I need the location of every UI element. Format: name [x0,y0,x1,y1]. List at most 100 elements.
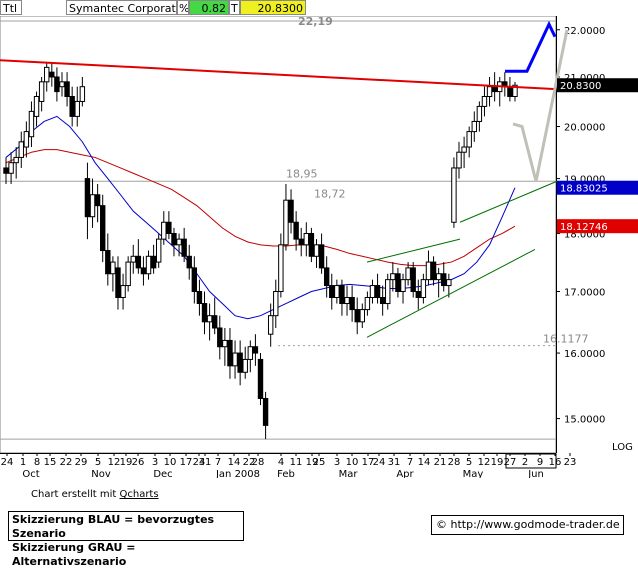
candle-body [166,221,172,234]
candle-body [242,358,248,373]
chart-credit: Chart erstellt mit Qcharts [31,489,159,500]
channel-upper-line [459,180,558,223]
x-tick-label: 1 [20,457,26,468]
level-label: 16.1177 [543,333,589,346]
candle-body [329,285,335,299]
candle-body [84,178,91,218]
candle-body [369,285,376,299]
x-tick-label: 16 [549,457,562,468]
candle-body [100,205,106,252]
price-label-text: 18.12746 [560,222,608,233]
t-label: T [229,0,240,15]
candle [369,279,376,304]
channel-lower-line [366,248,536,338]
pct-change-value: 0.82 [189,0,229,15]
price-label-box [557,78,638,93]
candle-body [211,315,218,329]
price-label-box [557,180,638,195]
x-tick-label: 26 [132,457,145,468]
candle-body [176,238,182,246]
candle [79,76,86,107]
candle [84,162,91,240]
candle-body [227,339,233,367]
x-tick-label: 29 [75,457,88,468]
candle [8,152,14,184]
candle-body [13,156,19,164]
company-name: Symantec Corporation [66,0,177,15]
candle [435,267,442,298]
candle-body [161,221,167,240]
candle-body [201,303,208,323]
candle-body [507,86,513,98]
candle [156,233,162,268]
candle-body [405,267,411,281]
pct-label: % [177,0,189,15]
candle [354,297,360,335]
candle-body [69,96,75,117]
qcharts-link[interactable]: Qcharts [119,489,159,500]
candle-body [400,279,406,293]
candle-body [293,221,299,240]
candle [64,72,70,107]
x-month-label: Nov [91,469,111,478]
candle [359,303,366,328]
candle [217,315,223,360]
candle [379,285,386,316]
candle-body [410,267,416,293]
candle-body [257,358,264,399]
candle-body [318,244,325,269]
x-tick-label: 23 [564,457,577,468]
candle-body [359,309,366,323]
candle-body [252,346,259,354]
candle [28,101,35,148]
candle [267,303,274,347]
candle [201,291,208,335]
candle-body [206,315,213,323]
candle-body [54,76,60,93]
y-tick-label: 19.0000 [564,175,605,186]
x-tick-label: 5 [466,457,472,468]
x-tick-label: 3 [152,457,158,468]
x-tick-label: 10 [164,457,177,468]
candle-body [181,238,187,257]
candle-body [186,255,192,269]
copyright-icon: © [436,518,447,531]
x-tick-label: 25 [313,457,326,468]
symbol-field[interactable]: Ttl [0,0,22,15]
x-tick-label: 7 [215,457,221,468]
candle-body [486,86,493,98]
candle [400,273,406,304]
candle [486,76,493,107]
candle [100,194,106,263]
x-month-label: Apr [396,469,414,478]
price-chart[interactable]: 15.0000 16.0000 17.0000 18.0000 19.0000 20.00… [0,16,638,478]
website-link[interactable]: http://www.godmode-trader.de [450,518,620,531]
candle-body [217,327,223,348]
x-month-label: Dec [153,469,172,478]
y-tick-label: 18.0000 [564,229,605,240]
x-tick-label: 19 [120,457,133,468]
candle-body [191,267,198,293]
x-tick-label: 14 [228,457,241,468]
candle [385,273,391,310]
candle [323,256,330,298]
x-tick-label: 10 [346,457,359,468]
x-tick-label: 24 [373,457,386,468]
candle-body [3,167,9,174]
candle [59,72,65,97]
scenario-blue-line [505,20,557,73]
candle-body [334,285,340,299]
candle-body [374,285,381,299]
x-month-label: Oct [22,469,39,478]
candle [145,250,152,280]
y-tick-label: 17.0000 [564,288,605,299]
candle [364,291,371,316]
candle [430,256,437,286]
price-label-box [557,219,638,234]
candle [49,62,55,87]
candle-body [446,279,452,287]
candle-body [156,238,162,263]
candle [308,227,315,263]
candle-body [145,255,152,275]
candle [74,86,80,127]
